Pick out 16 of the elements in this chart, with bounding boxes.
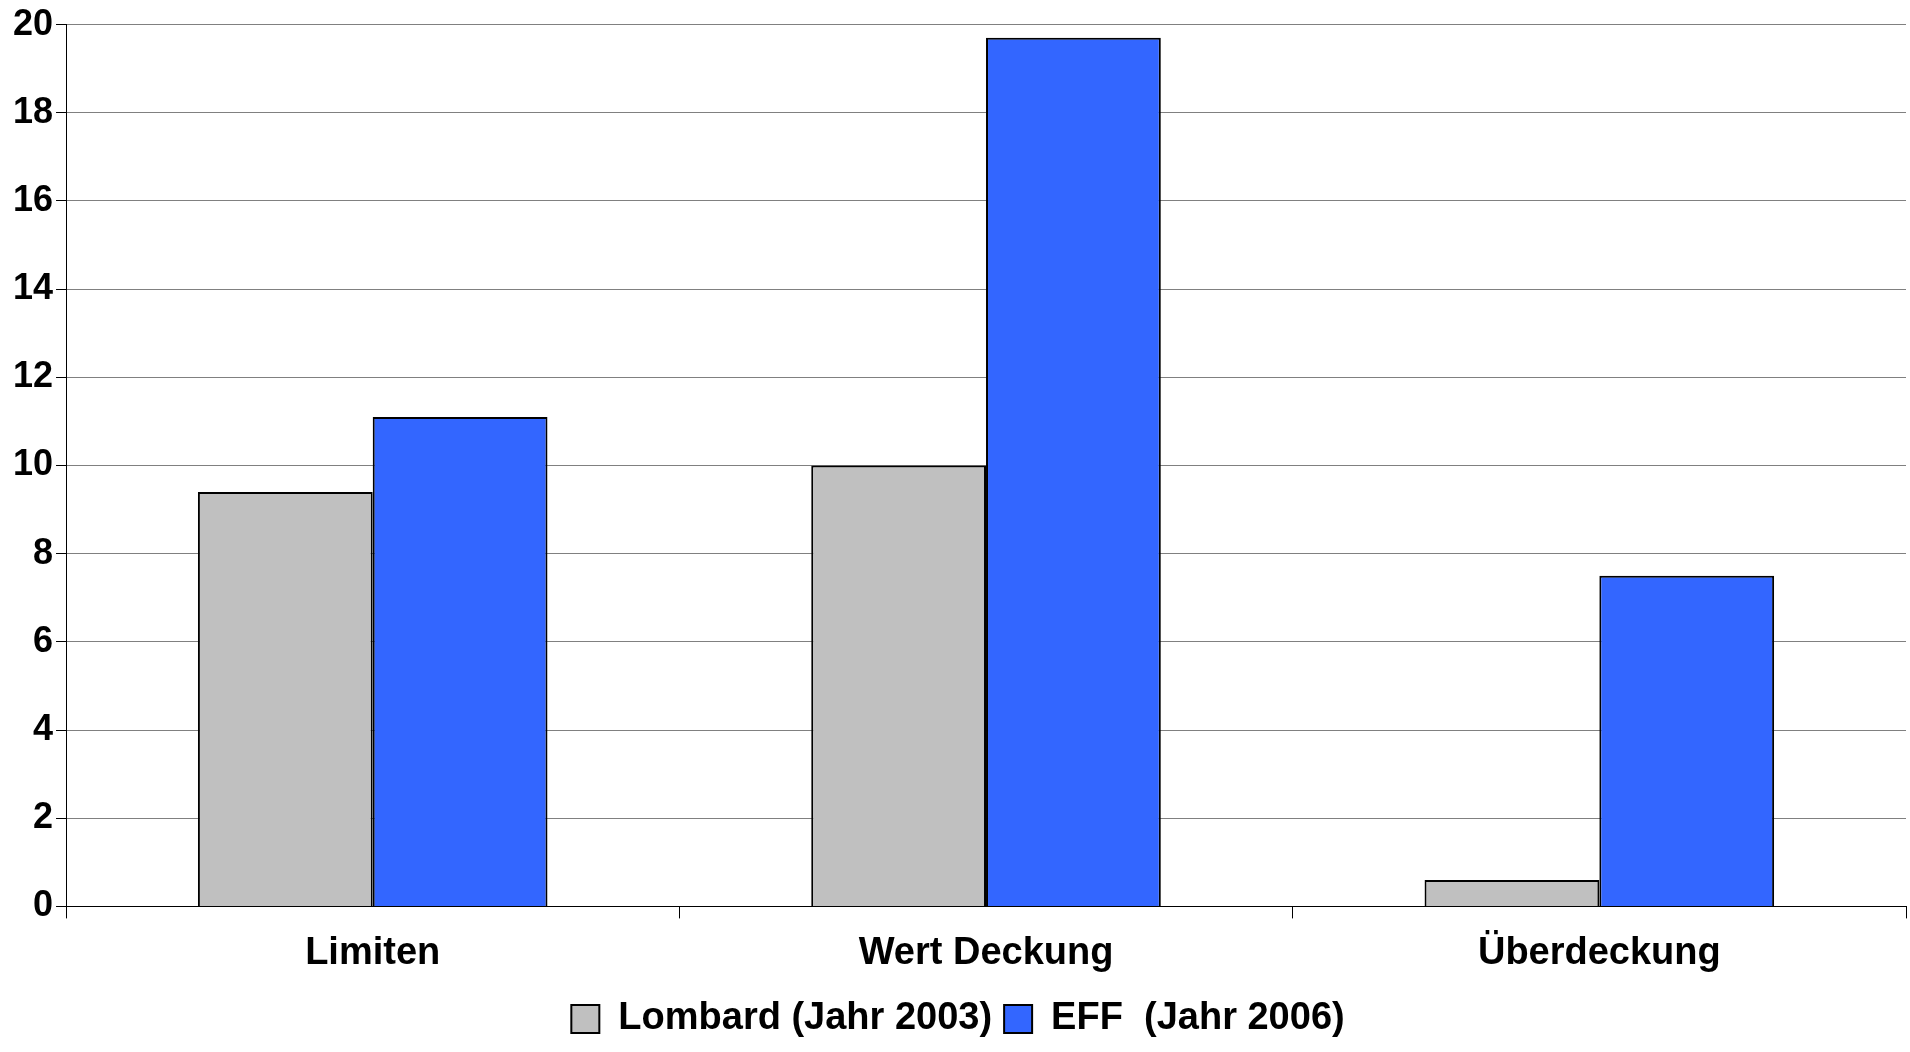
x-tick-label: Überdeckung [1477,929,1721,972]
legend-label: Lombard (Jahr 2003) [618,995,993,1038]
y-tick-label: 10 [13,442,54,484]
y-tick-label: 4 [33,706,54,748]
y-tick-label: 20 [13,1,54,43]
y-tick-label: 14 [13,266,54,308]
x-tick-label: Wert Deckung [858,929,1114,972]
y-tick-label: 16 [13,177,54,219]
x-tick-label: Limiten [305,929,441,972]
y-tick-label: 18 [13,89,54,131]
y-tick-label: 2 [33,795,54,837]
y-tick-label: 12 [13,354,54,396]
legend-label: EFF (Jahr 2006) [1051,995,1345,1038]
y-tick-label: 6 [33,618,54,660]
y-tick-label: 8 [33,530,54,572]
y-tick-label: 0 [33,883,54,925]
